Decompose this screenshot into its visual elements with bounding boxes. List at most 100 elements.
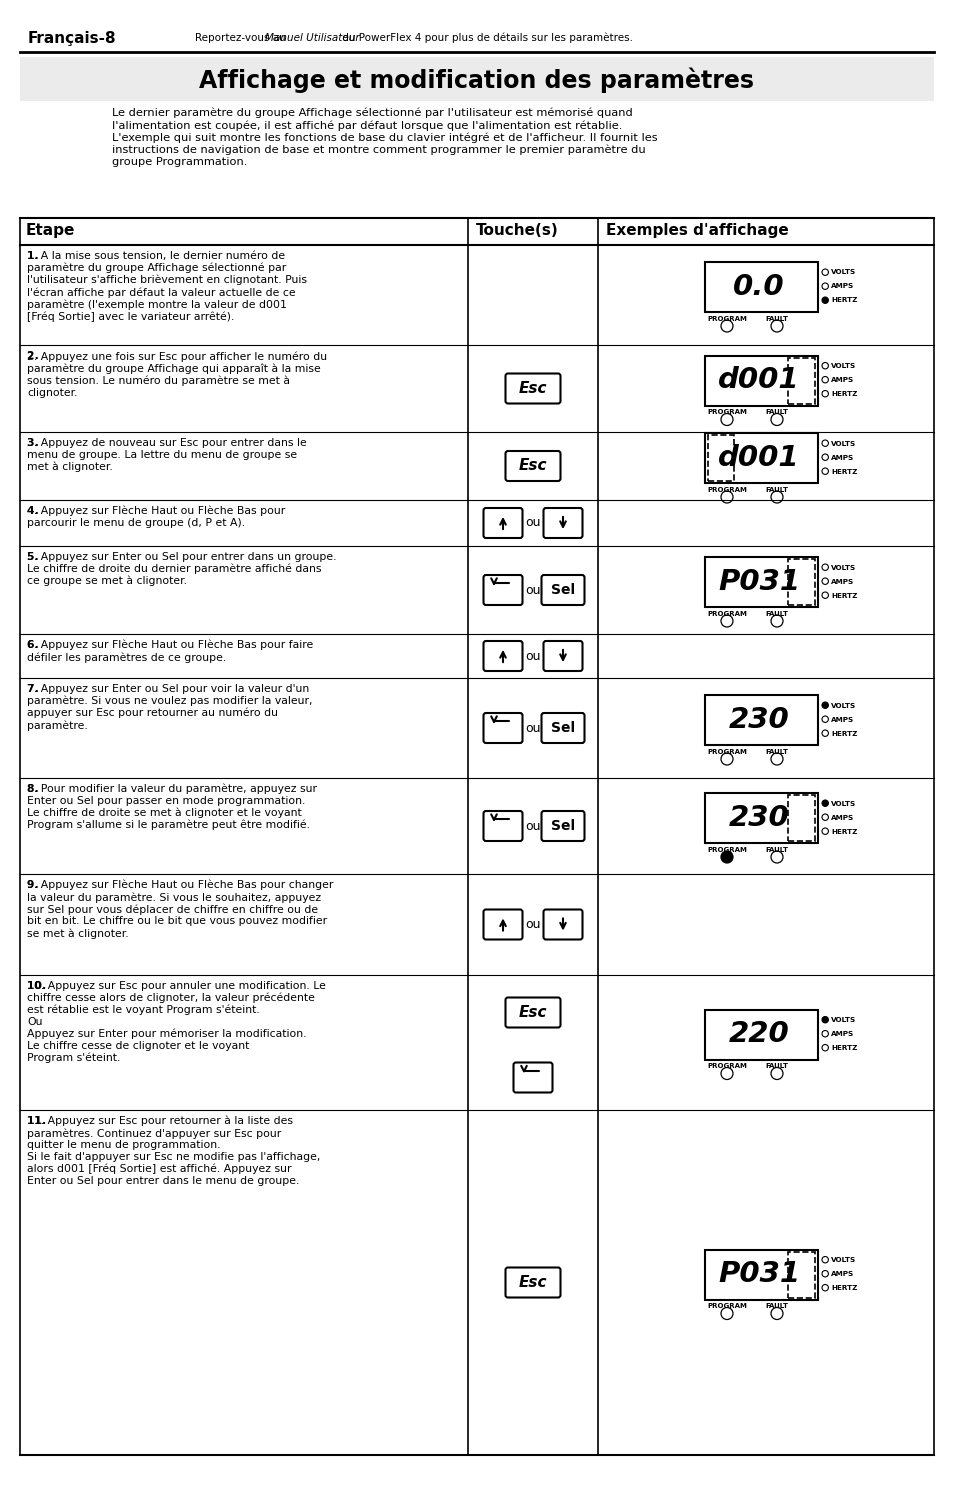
Text: 1. A la mise sous tension, le dernier numéro de
paramètre du groupe Affichage sé: 1. A la mise sous tension, le dernier nu… <box>27 251 307 323</box>
Text: 230: 230 <box>728 706 788 735</box>
Text: d001: d001 <box>718 445 799 471</box>
Text: FAULT: FAULT <box>764 1304 788 1310</box>
Text: Exemples d'affichage: Exemples d'affichage <box>605 223 788 238</box>
Text: AMPS: AMPS <box>830 455 854 461</box>
Text: VOLTS: VOLTS <box>830 269 856 275</box>
Text: HERTZ: HERTZ <box>830 1045 857 1051</box>
Text: 6.: 6. <box>27 639 43 650</box>
Text: VOLTS: VOLTS <box>830 1257 856 1262</box>
Text: AMPS: AMPS <box>830 284 854 290</box>
Text: FAULT: FAULT <box>764 409 788 415</box>
FancyBboxPatch shape <box>483 712 522 744</box>
FancyBboxPatch shape <box>543 910 582 940</box>
FancyBboxPatch shape <box>541 575 584 605</box>
Text: 3. Appuyez de nouveau sur Esc pour entrer dans le
menu de groupe. La lettre du m: 3. Appuyez de nouveau sur Esc pour entre… <box>27 439 307 471</box>
Text: AMPS: AMPS <box>830 1271 854 1277</box>
Text: FAULT: FAULT <box>764 749 788 755</box>
FancyBboxPatch shape <box>505 1267 560 1298</box>
FancyBboxPatch shape <box>513 1063 552 1093</box>
Text: du PowerFlex 4 pour plus de détails sur les paramètres.: du PowerFlex 4 pour plus de détails sur … <box>339 33 633 43</box>
Circle shape <box>821 297 827 303</box>
Text: AMPS: AMPS <box>830 578 854 584</box>
Text: 10. Appuyez sur Esc pour annuler une modification. Le
chiffre cesse alors de cli: 10. Appuyez sur Esc pour annuler une mod… <box>27 981 326 1063</box>
Bar <box>704 262 817 312</box>
Bar <box>787 1252 814 1298</box>
Circle shape <box>821 1017 827 1023</box>
Text: AMPS: AMPS <box>830 815 854 821</box>
Text: ou: ou <box>525 721 540 735</box>
Text: PROGRAM: PROGRAM <box>706 1304 746 1310</box>
Text: FAULT: FAULT <box>764 488 788 494</box>
FancyBboxPatch shape <box>483 810 522 842</box>
FancyBboxPatch shape <box>505 998 560 1028</box>
Bar <box>20 57 933 101</box>
Text: 8. Pour modifier la valeur du paramètre, appuyez sur
Enter ou Sel pour passer en: 8. Pour modifier la valeur du paramètre,… <box>27 784 316 831</box>
Text: Le dernier paramètre du groupe Affichage sélectionné par l'utilisateur est mémor: Le dernier paramètre du groupe Affichage… <box>112 109 657 167</box>
Text: 6. Appuyez sur Flèche Haut ou Flèche Bas pour faire
défiler les paramètres de ce: 6. Appuyez sur Flèche Haut ou Flèche Bas… <box>27 639 313 663</box>
Text: PROGRAM: PROGRAM <box>706 848 746 854</box>
Text: 1.: 1. <box>27 251 43 262</box>
Text: Sel: Sel <box>551 721 575 735</box>
Text: d001: d001 <box>718 366 799 394</box>
Text: ou: ou <box>525 917 540 931</box>
Text: Esc: Esc <box>518 381 547 396</box>
Text: Français-8: Français-8 <box>28 31 116 46</box>
Text: 220: 220 <box>728 1020 788 1048</box>
Bar <box>704 558 817 607</box>
Text: PROGRAM: PROGRAM <box>706 749 746 755</box>
Text: Sel: Sel <box>551 819 575 833</box>
FancyBboxPatch shape <box>483 509 522 538</box>
FancyBboxPatch shape <box>541 810 584 842</box>
Text: Esc: Esc <box>518 1274 547 1291</box>
Text: ou: ou <box>525 819 540 833</box>
Circle shape <box>821 702 827 708</box>
Bar <box>787 559 814 605</box>
Text: AMPS: AMPS <box>830 1030 854 1036</box>
Bar <box>704 1010 817 1060</box>
Circle shape <box>720 851 732 862</box>
Text: HERTZ: HERTZ <box>830 730 857 736</box>
Text: Etape: Etape <box>26 223 75 238</box>
Text: HERTZ: HERTZ <box>830 391 857 397</box>
Text: HERTZ: HERTZ <box>830 828 857 834</box>
Text: FAULT: FAULT <box>764 611 788 617</box>
Text: VOLTS: VOLTS <box>830 363 856 369</box>
Text: VOLTS: VOLTS <box>830 440 856 446</box>
Text: AMPS: AMPS <box>830 717 854 723</box>
Bar <box>704 694 817 745</box>
Text: 3.: 3. <box>27 439 43 448</box>
Bar <box>704 793 817 843</box>
Text: FAULT: FAULT <box>764 317 788 323</box>
Bar <box>787 796 814 842</box>
Text: 9. Appuyez sur Flèche Haut ou Flèche Bas pour changer
la valeur du paramètre. Si: 9. Appuyez sur Flèche Haut ou Flèche Bas… <box>27 880 333 938</box>
Text: 230: 230 <box>728 804 788 833</box>
FancyBboxPatch shape <box>483 910 522 940</box>
Text: P031: P031 <box>718 568 800 596</box>
Text: VOLTS: VOLTS <box>830 1017 856 1023</box>
Text: PROGRAM: PROGRAM <box>706 611 746 617</box>
FancyBboxPatch shape <box>505 451 560 480</box>
FancyBboxPatch shape <box>483 641 522 671</box>
Bar <box>707 436 733 480</box>
Text: Sel: Sel <box>551 583 575 596</box>
FancyBboxPatch shape <box>505 373 560 403</box>
Circle shape <box>821 800 827 806</box>
Text: 2.: 2. <box>27 351 43 361</box>
Text: HERTZ: HERTZ <box>830 297 857 303</box>
Text: 10.: 10. <box>27 981 50 990</box>
Text: PROGRAM: PROGRAM <box>706 1063 746 1069</box>
Text: Esc: Esc <box>518 1005 547 1020</box>
FancyBboxPatch shape <box>543 641 582 671</box>
FancyBboxPatch shape <box>483 575 522 605</box>
Text: Esc: Esc <box>518 458 547 473</box>
FancyBboxPatch shape <box>541 712 584 744</box>
Bar <box>704 355 817 406</box>
Text: VOLTS: VOLTS <box>830 565 856 571</box>
Text: PROGRAM: PROGRAM <box>706 317 746 323</box>
Text: HERTZ: HERTZ <box>830 468 857 474</box>
Bar <box>704 433 817 483</box>
Text: 9.: 9. <box>27 880 43 891</box>
Text: 8.: 8. <box>27 784 43 794</box>
Text: 4. Appuyez sur Flèche Haut ou Flèche Bas pour
parcourir le menu de groupe (d, P : 4. Appuyez sur Flèche Haut ou Flèche Bas… <box>27 506 285 528</box>
Text: ou: ou <box>525 583 540 596</box>
